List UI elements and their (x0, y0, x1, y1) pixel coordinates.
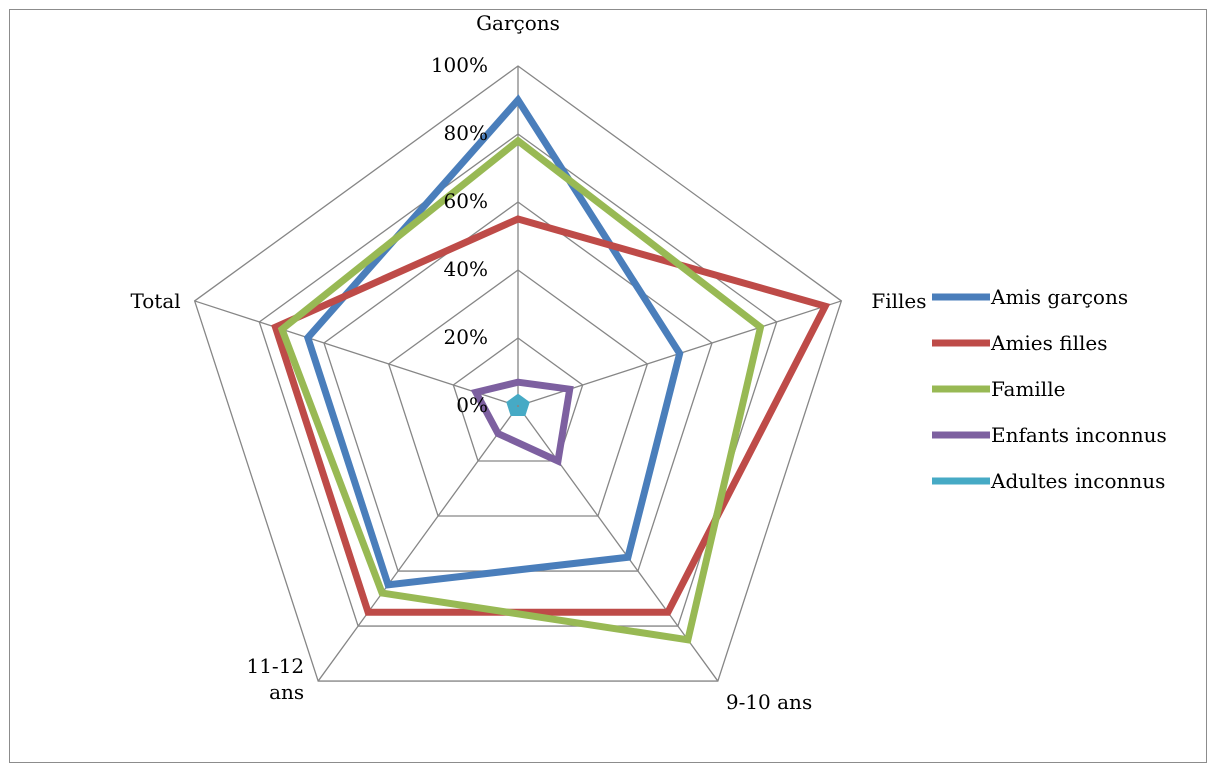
tick-label: 80% (444, 121, 488, 145)
chart-frame (9, 9, 1207, 763)
radial-tick-labels: 0% 20% 40% 60% 80% 100% (431, 53, 488, 417)
radar-series (271, 94, 831, 644)
grid-spoke (517, 405, 719, 682)
tick-label: 40% (444, 257, 488, 281)
series-enfants-inconnus (470, 378, 574, 467)
tick-label: 0% (456, 393, 488, 417)
legend-label: Amies filles (990, 331, 1108, 355)
legend-label: Amis garçons (990, 285, 1128, 309)
grid-ring (387, 269, 649, 517)
series-adultes-inconnus (506, 393, 530, 417)
legend: Amis garçons Amies filles Famille Enfants i… (932, 285, 1167, 493)
tick-label: 100% (431, 53, 488, 77)
axis-label: 9-10 ans (726, 690, 812, 714)
grid-ring (452, 337, 584, 462)
grid-spoke (194, 300, 519, 407)
axis-labels: Garçons Filles 9-10 ans 11-12 ans Total (130, 11, 926, 714)
axis-label: 11-12 ans (246, 654, 304, 704)
grid-ring (258, 133, 778, 627)
axis-label: Total (130, 289, 180, 313)
series-amis-garcons (303, 94, 684, 589)
axis-label: Garçons (476, 11, 560, 35)
axis-label: Filles (871, 289, 926, 313)
legend-label: Enfants inconnus (991, 423, 1167, 447)
tick-label: 60% (444, 189, 488, 213)
legend-label: Famille (991, 377, 1065, 401)
series-famille (277, 136, 765, 644)
legend-label: Adultes inconnus (990, 469, 1165, 493)
radar-grid (193, 65, 843, 682)
grid-ring (193, 65, 843, 682)
tick-label: 20% (444, 325, 488, 349)
grid-spoke (317, 405, 519, 682)
